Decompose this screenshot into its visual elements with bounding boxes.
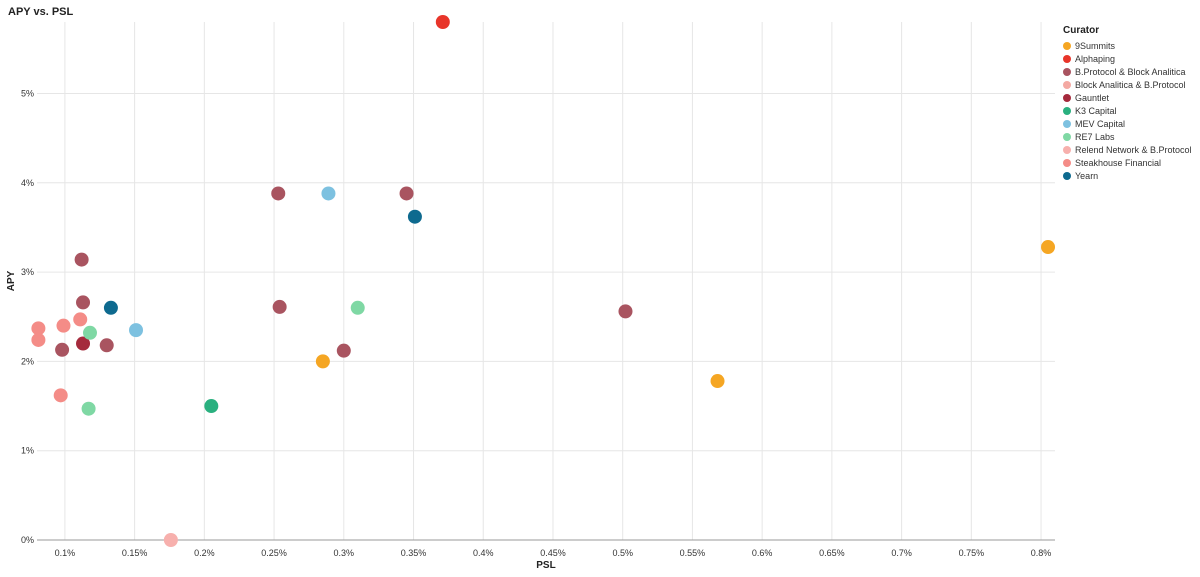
data-point (272, 299, 287, 314)
chart-title: APY vs. PSL (8, 6, 74, 18)
legend-label: Relend Network & B.Protocol (1075, 144, 1192, 155)
legend-item: Block Analitica & B.Protocol (1063, 78, 1192, 91)
legend-label: Gauntlet (1075, 92, 1110, 103)
x-tick-label: 0.15% (122, 548, 148, 558)
legend-swatch (1063, 145, 1071, 154)
data-point (76, 336, 91, 351)
y-tick-label: 2% (21, 356, 34, 366)
legend-label: Steakhouse Financial (1075, 157, 1162, 168)
legend-label: Block Analitica & B.Protocol (1075, 79, 1186, 90)
data-point (399, 186, 414, 201)
data-point (618, 304, 633, 319)
data-point (710, 374, 725, 389)
grid-lines (37, 22, 1055, 540)
x-axis-title: PSL (536, 560, 555, 571)
data-point (407, 209, 422, 224)
x-tick-label: 0.1% (55, 548, 76, 558)
data-point (73, 312, 88, 327)
tick-labels: 0.1% 0.15% 0.2% 0.25% 0.3% 0.35% 0.4% 0.45% 0.5%… (21, 88, 1051, 558)
y-axis-title: APY (6, 270, 17, 291)
x-tick-label: 0.8% (1031, 548, 1052, 558)
data-point (56, 318, 71, 333)
legend-item: Alphaping (1063, 52, 1192, 65)
x-tick-label: 0.3% (334, 548, 355, 558)
legend-item: Steakhouse Financial (1063, 156, 1192, 169)
legend: Curator 9Summits Alphaping B.Protocol & Bl… (1063, 25, 1192, 182)
data-point (99, 338, 114, 353)
data-point (315, 354, 330, 369)
legend-swatch (1063, 106, 1071, 115)
x-tick-label: 0.7% (891, 548, 912, 558)
data-point (435, 15, 450, 29)
data-point (55, 342, 70, 357)
legend-swatch (1063, 93, 1071, 102)
y-tick-label: 4% (21, 178, 34, 188)
legend-swatch (1063, 54, 1071, 63)
legend-label: K3 Capital (1075, 105, 1117, 116)
legend-label: MEV Capital (1075, 118, 1126, 129)
y-tick-label: 5% (21, 88, 34, 98)
data-point (350, 300, 365, 315)
data-point (31, 321, 46, 336)
data-point (129, 323, 144, 338)
legend-item: B.Protocol & Block Analitica (1063, 65, 1192, 78)
legend-swatch (1063, 158, 1071, 167)
legend-item: MEV Capital (1063, 117, 1192, 130)
data-point (204, 399, 219, 414)
legend-item: 9Summits (1063, 39, 1192, 52)
data-point (321, 186, 336, 201)
legend-item: Gauntlet (1063, 91, 1192, 104)
y-tick-label: 3% (21, 267, 34, 277)
x-tick-label: 0.75% (959, 548, 985, 558)
legend-swatch (1063, 80, 1071, 89)
x-tick-label: 0.45% (540, 548, 566, 558)
x-tick-label: 0.6% (752, 548, 773, 558)
legend-title: Curator (1063, 25, 1100, 36)
data-points (31, 15, 1056, 547)
x-tick-label: 0.35% (401, 548, 427, 558)
y-tick-label: 0% (21, 535, 34, 545)
data-point (271, 186, 286, 201)
data-point (82, 325, 97, 340)
x-tick-label: 0.25% (261, 548, 287, 558)
x-tick-label: 0.5% (612, 548, 633, 558)
data-point (76, 295, 91, 310)
data-point (1041, 240, 1056, 255)
legend-swatch (1063, 119, 1071, 128)
data-point (81, 401, 96, 416)
legend-label: B.Protocol & Block Analitica (1075, 66, 1186, 77)
legend-swatch (1063, 41, 1071, 50)
legend-swatch (1063, 67, 1071, 76)
x-tick-label: 0.2% (194, 548, 215, 558)
legend-item: K3 Capital (1063, 104, 1192, 117)
x-tick-label: 0.55% (680, 548, 706, 558)
data-point (103, 300, 118, 315)
legend-item: Relend Network & B.Protocol (1063, 143, 1192, 156)
legend-swatch (1063, 171, 1071, 180)
legend-label: Yearn (1075, 170, 1099, 181)
data-point (31, 332, 46, 347)
x-tick-label: 0.65% (819, 548, 845, 558)
legend-label: 9Summits (1075, 40, 1116, 51)
data-point (163, 533, 178, 547)
legend-label: RE7 Labs (1075, 131, 1115, 142)
data-point (336, 343, 351, 358)
legend-item: RE7 Labs (1063, 130, 1192, 143)
legend-label: Alphaping (1075, 53, 1116, 64)
data-point (74, 252, 89, 267)
legend-item: Yearn (1063, 169, 1192, 182)
legend-swatch (1063, 132, 1071, 141)
legend-items: 9Summits Alphaping B.Protocol & Block Anal… (1063, 39, 1192, 182)
data-point (53, 388, 68, 403)
x-tick-label: 0.4% (473, 548, 494, 558)
y-tick-label: 1% (21, 446, 34, 456)
